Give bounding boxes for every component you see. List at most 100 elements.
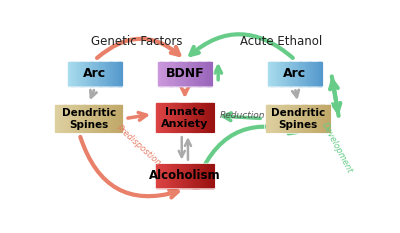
Bar	[180, 103, 181, 133]
Bar	[211, 103, 212, 133]
Bar	[156, 103, 158, 133]
Bar	[298, 62, 300, 86]
Bar	[96, 105, 97, 133]
Bar	[72, 105, 74, 133]
Text: BDNF: BDNF	[166, 67, 204, 80]
Bar	[209, 164, 210, 188]
Bar	[121, 62, 122, 86]
Bar	[56, 105, 58, 133]
Bar	[161, 103, 162, 133]
Bar	[292, 105, 293, 133]
Bar	[77, 62, 78, 86]
Bar	[178, 164, 180, 188]
Bar	[195, 164, 197, 188]
Bar	[318, 62, 319, 86]
Bar	[284, 105, 286, 133]
Bar	[206, 62, 207, 86]
Bar	[268, 105, 270, 133]
Bar	[295, 105, 296, 133]
Bar	[306, 105, 308, 133]
Text: Arc: Arc	[283, 67, 306, 80]
Bar	[295, 62, 296, 86]
Bar	[208, 62, 209, 86]
Bar	[186, 164, 187, 188]
Bar	[309, 62, 310, 86]
Bar	[286, 105, 288, 133]
Bar	[210, 164, 211, 188]
Bar	[80, 62, 81, 86]
Bar	[318, 62, 320, 86]
Bar	[189, 164, 190, 188]
Bar	[163, 103, 164, 133]
Bar	[177, 62, 178, 86]
Bar	[120, 105, 121, 133]
Bar	[157, 103, 158, 133]
Bar	[112, 62, 113, 86]
Bar	[187, 103, 188, 133]
Bar	[183, 62, 184, 86]
Bar	[86, 62, 87, 86]
Bar	[316, 105, 317, 133]
Bar	[98, 62, 100, 86]
Bar	[100, 105, 101, 133]
Bar	[321, 105, 323, 133]
Bar	[296, 105, 297, 133]
Bar	[206, 103, 207, 133]
Bar	[89, 105, 90, 133]
Bar	[170, 103, 171, 133]
Bar	[81, 62, 83, 86]
Bar	[180, 164, 181, 188]
Bar	[279, 105, 280, 133]
Bar	[288, 62, 289, 86]
Bar	[311, 105, 312, 133]
Bar	[181, 62, 182, 86]
Bar	[212, 164, 213, 188]
Bar	[269, 62, 270, 86]
Bar	[290, 62, 291, 86]
Bar	[164, 103, 165, 133]
Bar	[178, 103, 180, 133]
Bar	[182, 103, 183, 133]
Bar	[281, 105, 282, 133]
Bar	[62, 105, 64, 133]
Bar	[212, 103, 214, 133]
Bar	[310, 105, 311, 133]
Bar	[104, 62, 105, 86]
Bar	[211, 164, 212, 188]
Bar	[92, 62, 94, 86]
Bar	[279, 62, 280, 86]
Bar	[90, 105, 91, 133]
Bar	[108, 105, 109, 133]
Text: Arc: Arc	[83, 67, 106, 80]
Bar	[89, 62, 90, 86]
Bar	[117, 62, 118, 86]
Bar	[301, 62, 302, 86]
Bar	[198, 62, 200, 86]
Bar	[115, 62, 116, 86]
Bar	[306, 105, 307, 133]
Bar	[70, 62, 71, 86]
Bar	[103, 62, 104, 86]
Bar	[178, 62, 179, 86]
Bar	[199, 103, 200, 133]
Bar	[88, 105, 89, 133]
Bar	[80, 105, 81, 133]
Bar	[165, 164, 166, 188]
Bar	[200, 164, 202, 188]
Bar	[273, 62, 274, 86]
Bar	[110, 62, 112, 86]
Bar	[288, 105, 289, 133]
Bar	[68, 62, 69, 86]
Bar	[175, 164, 176, 188]
Bar	[179, 103, 180, 133]
Bar	[300, 62, 301, 86]
Bar	[192, 103, 193, 133]
Bar	[296, 62, 297, 86]
Bar	[160, 62, 162, 86]
Bar	[319, 62, 320, 86]
Bar	[93, 62, 94, 86]
Bar	[203, 62, 204, 86]
Bar	[185, 164, 186, 188]
Bar	[275, 62, 276, 86]
Bar	[95, 62, 96, 86]
